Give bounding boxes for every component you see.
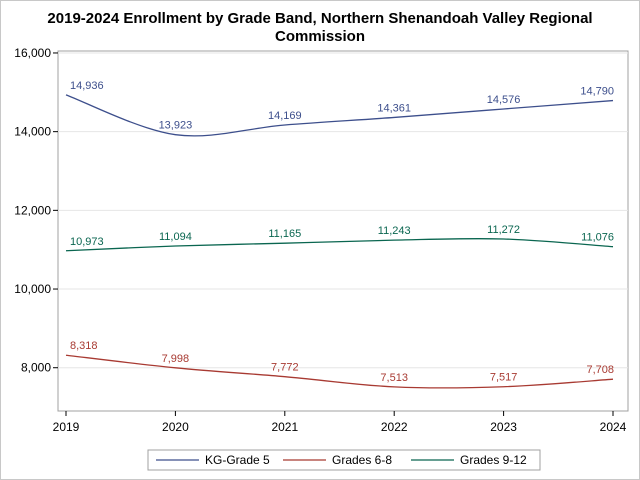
data-label-grades-6-8: 7,708 <box>586 364 614 376</box>
x-tick-label: 2019 <box>53 420 80 434</box>
series-lines <box>65 94 614 389</box>
axes: 8,000 10,000 12,000 14,000 16,000 2019 2020 202… <box>14 46 626 434</box>
y-tick-label: 10,000 <box>14 282 51 296</box>
x-tick-label: 2024 <box>600 420 627 434</box>
data-label-grades-9-12: 11,076 <box>581 232 614 244</box>
data-labels: 14,936 13,923 14,169 14,361 14,576 14,790 8,31… <box>70 80 614 384</box>
data-label-grades-6-8: 7,772 <box>271 362 299 374</box>
x-tick-label: 2020 <box>162 420 189 434</box>
series-line-grades-6-8 <box>65 354 614 389</box>
legend-label-grades-9-12: Grades 9-12 <box>460 453 527 467</box>
legend-box <box>147 449 541 471</box>
data-label-grades-6-8: 7,513 <box>380 372 408 384</box>
data-label-kg-grade-5: 14,790 <box>580 86 614 98</box>
data-label-kg-grade-5: 14,169 <box>268 110 302 122</box>
data-label-kg-grade-5: 13,923 <box>159 120 193 132</box>
x-tick-label: 2023 <box>490 420 517 434</box>
legend-label-grades-6-8: Grades 6-8 <box>332 453 392 467</box>
data-label-kg-grade-5: 14,361 <box>377 102 411 114</box>
data-label-grades-9-12: 10,973 <box>70 236 104 248</box>
data-label-kg-grade-5: 14,576 <box>487 94 521 106</box>
data-label-grades-9-12: 11,243 <box>378 225 411 237</box>
chart-title-line-2: Commission <box>274 28 365 45</box>
chart-title-line-1: 2019-2024 Enrollment by Grade Band, Nort… <box>47 10 593 27</box>
x-tick-label: 2022 <box>381 420 408 434</box>
legend: KG-Grade 5 Grades 6-8 Grades 9-12 <box>147 449 541 471</box>
series-line-kg-grade-5 <box>65 94 614 137</box>
x-tick-label: 2021 <box>271 420 298 434</box>
series-line-grades-9-12 <box>65 237 614 252</box>
y-tick-label: 12,000 <box>14 203 51 217</box>
data-label-grades-6-8: 7,517 <box>490 372 518 384</box>
gridlines <box>58 52 628 369</box>
data-label-grades-9-12: 11,165 <box>268 228 301 240</box>
plot-area <box>57 50 629 412</box>
data-label-grades-6-8: 7,998 <box>162 353 190 365</box>
y-tick-label: 8,000 <box>21 361 51 375</box>
data-label-grades-9-12: 11,272 <box>487 224 520 236</box>
legend-label-kg-grade-5: KG-Grade 5 <box>205 453 270 467</box>
data-label-grades-9-12: 11,094 <box>159 231 192 243</box>
chart-title: 2019-2024 Enrollment by Grade Band, Nort… <box>0 10 640 46</box>
data-label-kg-grade-5: 14,936 <box>70 80 104 92</box>
y-tick-label: 16,000 <box>14 46 51 60</box>
data-label-grades-6-8: 8,318 <box>70 340 98 352</box>
y-tick-label: 14,000 <box>14 125 51 139</box>
